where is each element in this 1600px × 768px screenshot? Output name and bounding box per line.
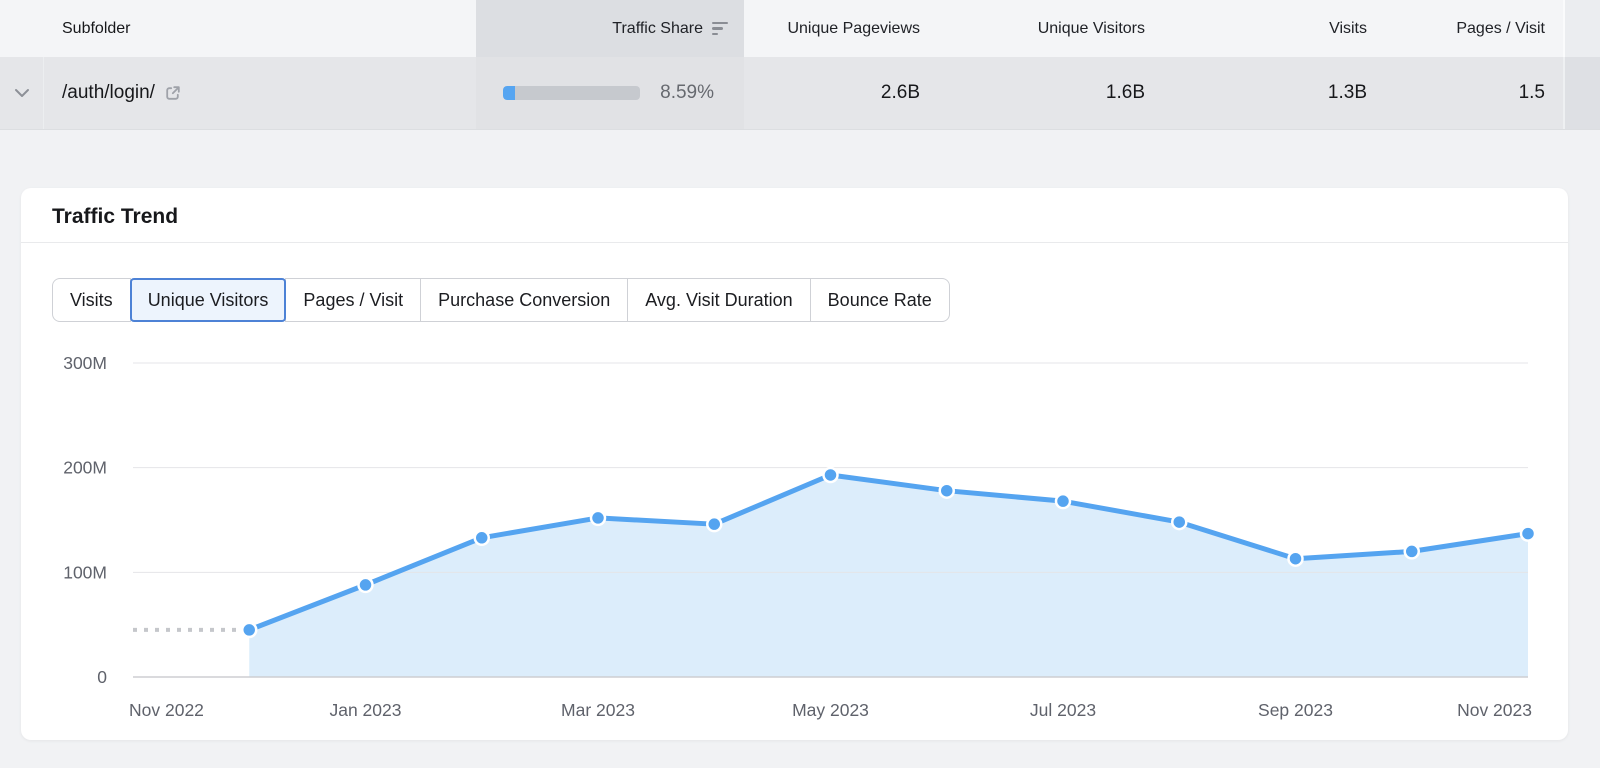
column-header-visits[interactable]: Visits (1159, 0, 1381, 57)
svg-text:Nov 2023: Nov 2023 (1457, 700, 1532, 720)
column-header-unique-pageviews-label: Unique Pageviews (787, 19, 920, 37)
table-right-gutter (1563, 0, 1600, 57)
external-link-icon[interactable] (164, 84, 182, 102)
visits-value: 1.3B (1327, 82, 1367, 103)
svg-text:Nov 2022: Nov 2022 (129, 700, 204, 720)
svg-text:May 2023: May 2023 (792, 700, 869, 720)
tab-unique-visitors[interactable]: Unique Visitors (129, 278, 287, 322)
svg-text:200M: 200M (63, 458, 107, 478)
card-title-row: Traffic Trend (21, 188, 1568, 243)
unique-visitors-value: 1.6B (1105, 82, 1145, 103)
svg-text:Jan 2023: Jan 2023 (329, 700, 401, 720)
traffic-share-bar (503, 86, 640, 100)
traffic-share-bar-fill (503, 86, 515, 100)
row-expander-button[interactable] (0, 57, 44, 129)
subfolder-path: /auth/login/ (62, 82, 155, 103)
header-expander-spacer (0, 0, 44, 57)
svg-text:100M: 100M (63, 562, 107, 582)
metric-tabs: Visits Unique Visitors Pages / Visit Pur… (52, 278, 950, 322)
traffic-share-value: 8.59% (660, 82, 714, 103)
pages-per-visit-value: 1.5 (1518, 82, 1545, 103)
svg-text:300M: 300M (63, 353, 107, 373)
tab-purchase-conversion[interactable]: Purchase Conversion (420, 278, 629, 322)
tab-avg-visit-duration[interactable]: Avg. Visit Duration (627, 278, 811, 322)
table-right-gutter (1563, 57, 1600, 129)
subfolders-table: Subfolder Traffic Share Unique Pageviews… (0, 0, 1600, 130)
table-row: /auth/login/ 8.59% 2.6B 1.6B 1.3B 1.5 (0, 57, 1600, 130)
unique-pageviews-value: 2.6B (880, 82, 920, 103)
column-header-pages-per-visit-label: Pages / Visit (1456, 19, 1545, 37)
column-header-traffic-share[interactable]: Traffic Share (476, 0, 744, 57)
column-header-unique-pageviews[interactable]: Unique Pageviews (744, 0, 934, 57)
tab-visits[interactable]: Visits (52, 278, 131, 322)
column-header-unique-visitors[interactable]: Unique Visitors (934, 0, 1159, 57)
sort-descending-icon (712, 21, 728, 36)
tab-bounce-rate[interactable]: Bounce Rate (809, 278, 950, 322)
column-header-traffic-share-label: Traffic Share (612, 19, 703, 37)
column-header-unique-visitors-label: Unique Visitors (1037, 19, 1145, 37)
column-header-pages-per-visit[interactable]: Pages / Visit (1381, 0, 1563, 57)
svg-text:Jul 2023: Jul 2023 (1030, 700, 1096, 720)
column-header-subfolder[interactable]: Subfolder (44, 0, 476, 57)
visits-cell: 1.3B (1159, 57, 1381, 129)
pages-per-visit-cell: 1.5 (1381, 57, 1563, 129)
svg-text:Sep 2023: Sep 2023 (1258, 700, 1333, 720)
traffic-trend-card: Traffic Trend Visits Unique Visitors Pag… (21, 188, 1568, 740)
table-header-row: Subfolder Traffic Share Unique Pageviews… (0, 0, 1600, 57)
svg-text:Mar 2023: Mar 2023 (561, 700, 635, 720)
column-header-subfolder-label: Subfolder (62, 19, 131, 37)
unique-visitors-cell: 1.6B (934, 57, 1159, 129)
svg-text:0: 0 (97, 667, 107, 687)
tab-pages-per-visit[interactable]: Pages / Visit (285, 278, 422, 322)
chevron-down-icon (14, 89, 29, 97)
column-header-visits-label: Visits (1329, 19, 1367, 37)
traffic-share-cell: 8.59% (476, 57, 744, 129)
traffic-trend-chart-svg: 0 100M 200M 300M Nov 2022 Jan 2023 Mar 2023 May… (63, 353, 1537, 720)
card-title: Traffic Trend (52, 205, 179, 228)
traffic-trend-chart: 0 100M 200M 300M Nov 2022 Jan 2023 Mar 2023 May… (21, 340, 1568, 730)
unique-pageviews-cell: 2.6B (744, 57, 934, 129)
subfolder-cell: /auth/login/ (44, 57, 476, 129)
